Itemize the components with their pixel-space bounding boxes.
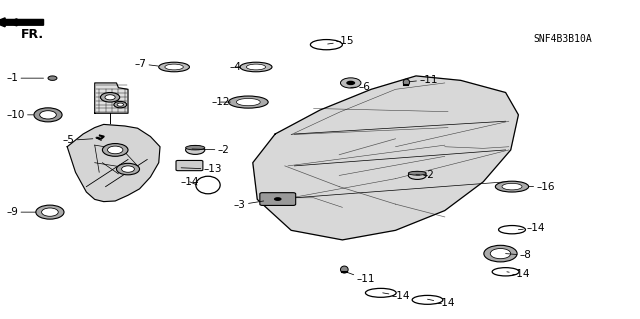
- Circle shape: [36, 205, 64, 219]
- Ellipse shape: [403, 79, 410, 85]
- Text: –4: –4: [229, 62, 241, 72]
- Ellipse shape: [228, 96, 268, 108]
- Circle shape: [34, 108, 62, 122]
- Polygon shape: [253, 76, 518, 240]
- Text: –2: –2: [192, 145, 230, 155]
- Circle shape: [122, 166, 134, 172]
- Ellipse shape: [365, 288, 396, 297]
- Circle shape: [117, 103, 124, 106]
- Text: –12: –12: [211, 97, 230, 107]
- Ellipse shape: [499, 226, 525, 234]
- Text: FR.: FR.: [20, 28, 44, 41]
- Text: –13: –13: [181, 164, 222, 174]
- Ellipse shape: [340, 266, 348, 273]
- Text: –8: –8: [506, 250, 532, 260]
- Text: –7: –7: [134, 59, 158, 69]
- Circle shape: [340, 78, 361, 88]
- Ellipse shape: [246, 64, 266, 70]
- Ellipse shape: [408, 171, 426, 175]
- Ellipse shape: [495, 181, 529, 192]
- Circle shape: [114, 101, 127, 108]
- Circle shape: [490, 249, 511, 259]
- Text: –9: –9: [6, 207, 36, 217]
- Circle shape: [40, 111, 56, 119]
- Text: –16: –16: [529, 182, 555, 192]
- Circle shape: [105, 95, 115, 100]
- Text: –2: –2: [416, 170, 435, 181]
- Ellipse shape: [186, 145, 205, 150]
- Ellipse shape: [159, 62, 189, 72]
- Text: –14: –14: [383, 291, 410, 301]
- Text: –6: –6: [351, 82, 371, 92]
- Text: –14: –14: [507, 269, 531, 279]
- Circle shape: [116, 163, 140, 175]
- Text: –11: –11: [346, 272, 375, 284]
- Ellipse shape: [492, 268, 519, 276]
- Ellipse shape: [310, 40, 342, 50]
- Text: –14: –14: [428, 298, 455, 308]
- Text: –14: –14: [518, 223, 545, 233]
- Text: –14: –14: [180, 177, 199, 187]
- Ellipse shape: [196, 176, 220, 194]
- Circle shape: [102, 144, 128, 156]
- Ellipse shape: [236, 99, 260, 106]
- Circle shape: [100, 93, 120, 102]
- FancyArrow shape: [0, 18, 44, 27]
- Ellipse shape: [412, 295, 443, 304]
- Ellipse shape: [165, 64, 183, 70]
- Circle shape: [484, 245, 517, 262]
- Ellipse shape: [240, 62, 272, 72]
- Text: –10: –10: [6, 110, 33, 120]
- Ellipse shape: [274, 197, 282, 201]
- Ellipse shape: [502, 183, 522, 190]
- FancyBboxPatch shape: [176, 160, 203, 171]
- Text: –5: –5: [63, 135, 93, 145]
- Circle shape: [42, 208, 58, 216]
- Text: –1: –1: [6, 73, 44, 83]
- Ellipse shape: [48, 76, 57, 80]
- Ellipse shape: [408, 171, 426, 179]
- Polygon shape: [67, 124, 160, 202]
- Text: SNF4B3B10A: SNF4B3B10A: [534, 34, 593, 44]
- Text: –3: –3: [234, 200, 264, 210]
- Text: –11: –11: [410, 75, 438, 85]
- Polygon shape: [95, 83, 128, 113]
- Ellipse shape: [186, 145, 205, 154]
- Text: –15: –15: [328, 36, 355, 47]
- Circle shape: [108, 146, 123, 154]
- FancyBboxPatch shape: [260, 193, 296, 205]
- Circle shape: [346, 81, 355, 85]
